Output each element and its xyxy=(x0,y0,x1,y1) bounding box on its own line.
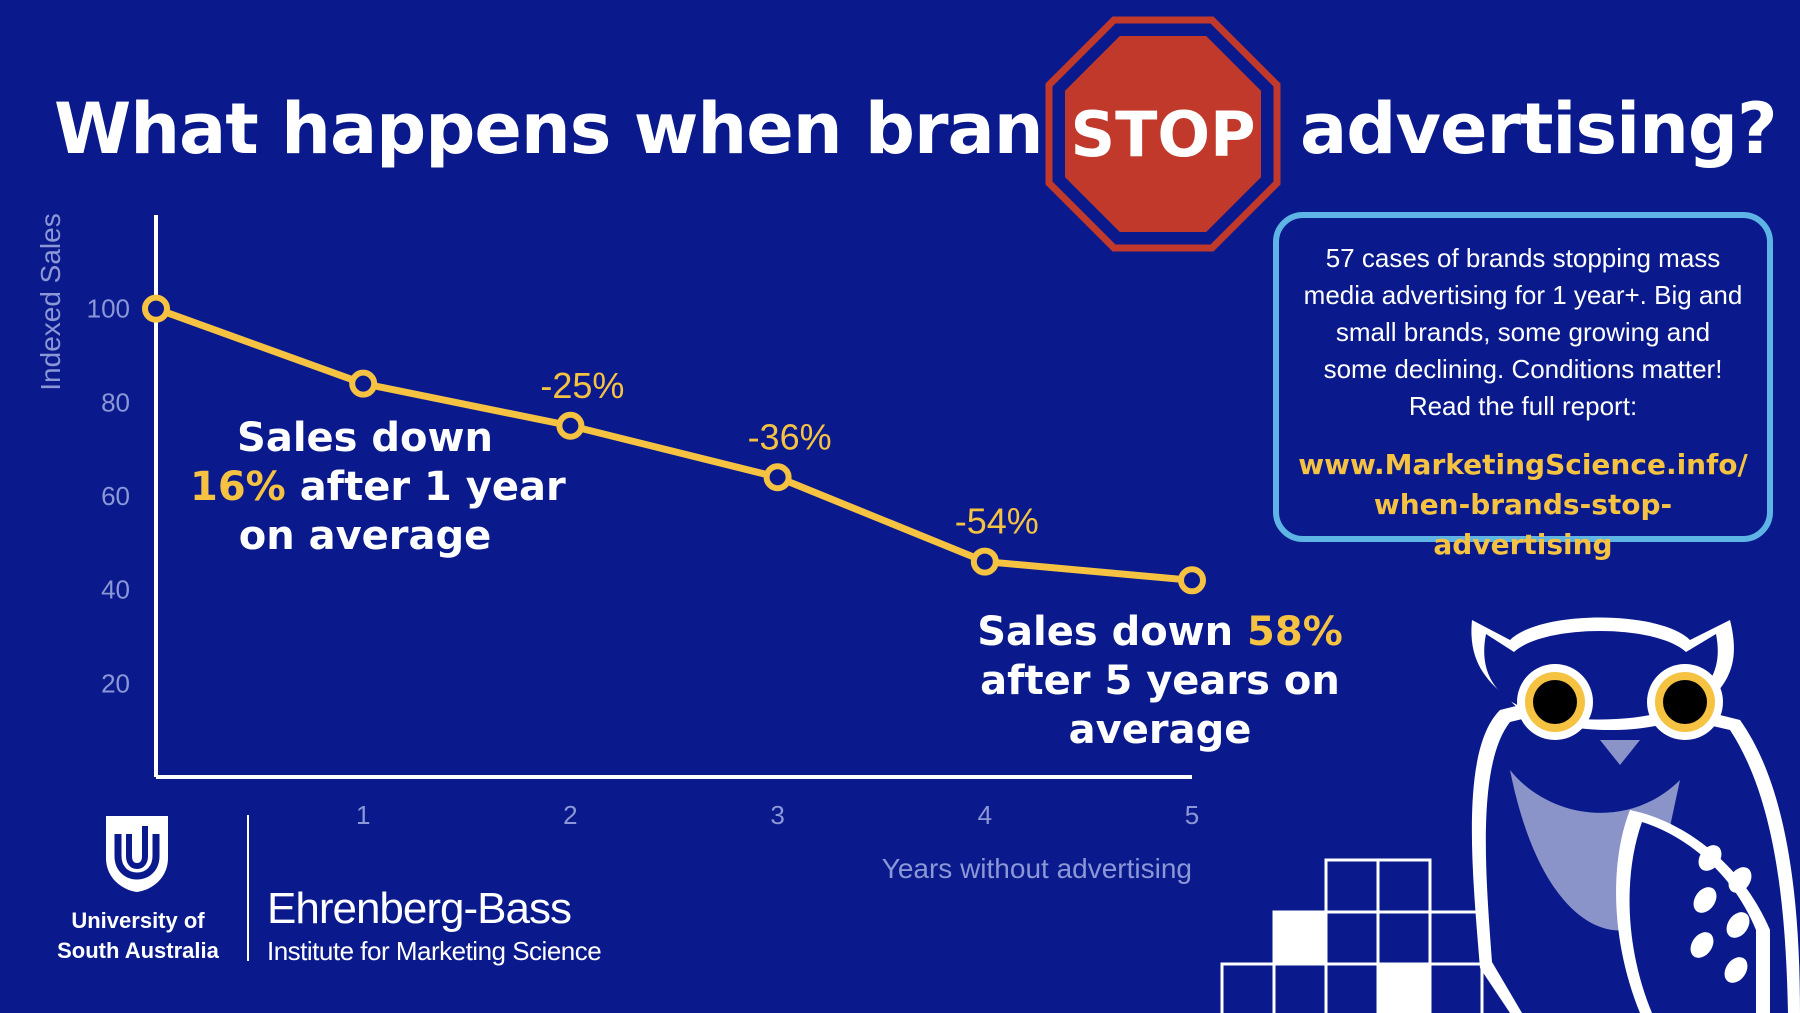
page-title-part-2: advertising? xyxy=(1300,88,1778,170)
y-tick-label: 40 xyxy=(101,575,130,605)
data-point xyxy=(970,547,999,576)
x-tick-label: 4 xyxy=(978,800,992,830)
x-tick-label: 2 xyxy=(563,800,577,830)
report-link[interactable]: www.MarketingScience.info/ when-brands-s… xyxy=(1287,445,1759,565)
stop-sign-icon: STOP xyxy=(1045,16,1281,252)
annotation-year-5-line3: average xyxy=(1068,707,1252,753)
stop-sign-inner xyxy=(1061,32,1265,236)
x-tick-label: 5 xyxy=(1185,800,1199,830)
annotation-year-1: Sales down 16% after 1 year on average xyxy=(190,414,566,561)
y-axis-label: Indexed Sales xyxy=(35,213,66,390)
annotation-year-5-highlight: 58% xyxy=(1247,609,1343,655)
data-label: -54% xyxy=(955,501,1039,542)
institute-name: Ehrenberg-Bass xyxy=(267,884,572,933)
data-point xyxy=(142,294,170,323)
stop-sign-text: STOP xyxy=(1070,98,1255,171)
owl-body xyxy=(1471,685,1800,1013)
data-label: -25% xyxy=(540,365,624,406)
annotation-year-1-line1: Sales down xyxy=(237,415,493,461)
university-name: University of South Australia xyxy=(57,908,219,963)
annotation-year-5-line2: after 5 years on xyxy=(980,658,1340,704)
owl-illustration xyxy=(1220,617,1800,1013)
report-link-line1[interactable]: www.MarketingScience.info/ xyxy=(1298,448,1748,481)
data-label: -36% xyxy=(748,416,832,457)
page-title-part-1: What happens when brands xyxy=(54,88,1133,170)
annotation-year-5: Sales down 58% after 5 years on average xyxy=(970,608,1350,755)
y-tick-label: 80 xyxy=(101,387,130,417)
data-point xyxy=(556,411,585,440)
unisa-shield-icon xyxy=(106,816,168,892)
info-box: 57 cases of brands stopping mass media a… xyxy=(1273,212,1773,561)
x-axis-label: Years without advertising xyxy=(882,853,1192,884)
data-point xyxy=(1178,566,1206,595)
annotation-year-1-line3: on average xyxy=(238,513,492,559)
owl-head xyxy=(1471,617,1734,765)
annotation-year-1-highlight: 16% xyxy=(190,464,286,510)
y-tick-label: 60 xyxy=(101,481,130,511)
series-line xyxy=(152,305,1196,584)
x-tick-label: 3 xyxy=(770,800,784,830)
y-tick-label: 20 xyxy=(101,668,130,698)
pixel-grid-pattern xyxy=(1220,858,1536,1013)
y-tick-label: 100 xyxy=(87,294,130,324)
annotation-year-1-line2: after 1 year xyxy=(299,464,566,510)
data-point xyxy=(349,369,378,398)
report-link-line2[interactable]: when-brands-stop-advertising xyxy=(1373,488,1673,561)
data-point xyxy=(763,463,792,492)
annotation-year-5-line1: Sales down xyxy=(977,609,1234,655)
logo-divider xyxy=(247,815,249,961)
info-box-text: 57 cases of brands stopping mass media a… xyxy=(1303,243,1743,421)
x-tick-label: 1 xyxy=(356,800,370,830)
institute-subtitle: Institute for Marketing Science xyxy=(267,936,602,966)
